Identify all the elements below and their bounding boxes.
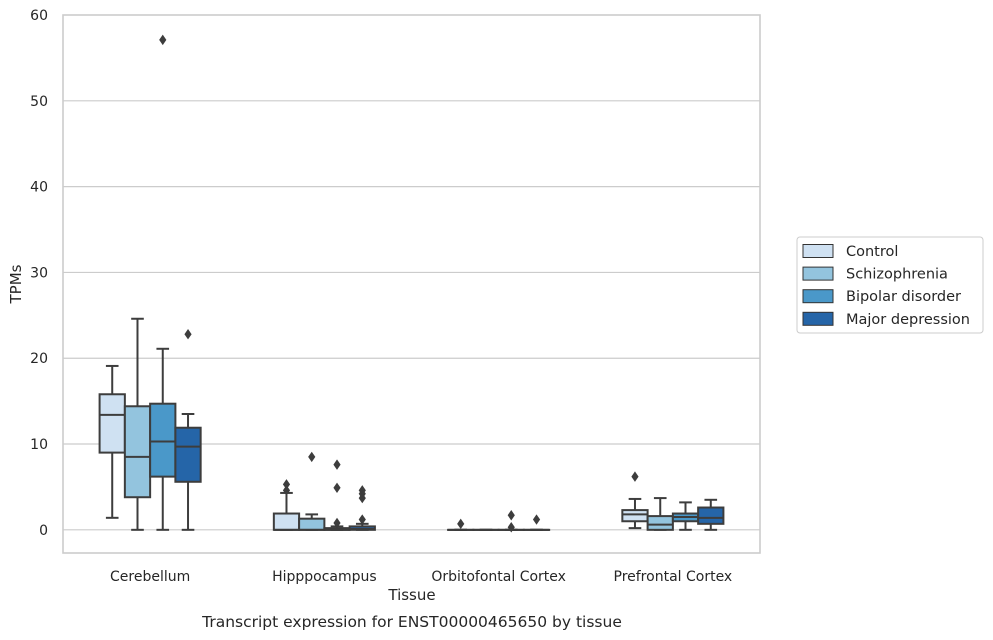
box: [621, 509, 649, 523]
x-axis-title: Tissue: [387, 586, 435, 604]
outlier-point: [333, 517, 341, 529]
y-tick-label: 50: [30, 94, 48, 110]
legend-swatch: [802, 244, 834, 258]
chart-caption: Transcript expression for ENST0000046565…: [201, 613, 622, 631]
outlier-point: [358, 514, 366, 525]
legend-frame: [796, 236, 984, 334]
x-tick-labels: Cerebellum Hipppocampus Orbitofontal Corte…: [110, 569, 732, 585]
y-tick-label: 0: [39, 523, 48, 539]
box-plot: [272, 479, 301, 531]
outlier-point: [159, 34, 167, 46]
box-plots: [98, 34, 725, 533]
y-tick-label: 60: [30, 8, 48, 24]
box-plot: [149, 34, 177, 531]
box: [646, 515, 674, 531]
legend: Control Schizophrenia Bipolar disorder Majo…: [796, 236, 984, 334]
box-plot: [123, 317, 152, 531]
box: [298, 517, 326, 531]
box-plot: [323, 459, 351, 531]
legend-label: Bipolar disorder: [846, 289, 961, 305]
box-plot: [98, 364, 126, 519]
box-plot: [174, 328, 202, 531]
box-plot: [522, 514, 551, 531]
x-tick-label: Hipppocampus: [272, 569, 377, 585]
box: [697, 506, 725, 525]
outlier-point: [184, 328, 192, 340]
y-tick-label: 40: [30, 180, 48, 196]
outlier-point: [358, 492, 366, 504]
outlier-point: [507, 522, 515, 533]
outlier-point: [282, 479, 291, 490]
x-tick-label: Prefrontal Cortex: [614, 569, 733, 585]
outlier-point: [333, 482, 341, 493]
box-plot: [348, 485, 376, 531]
box-plot: [697, 498, 725, 531]
x-tick-label: Orbitofontal Cortex: [431, 569, 566, 585]
box-plot: [447, 518, 475, 531]
outlier-point: [457, 518, 465, 530]
y-tick-label: 20: [30, 351, 48, 367]
outlier-point: [308, 451, 316, 463]
box-plot: [621, 471, 649, 530]
legend-swatch: [802, 289, 834, 304]
box-plot: [497, 510, 525, 533]
legend-label: Major depression: [846, 312, 970, 328]
box: [174, 426, 202, 483]
y-tick-label: 10: [30, 437, 48, 453]
y-tick-labels: 0 10 20 30 40 50 60: [30, 8, 48, 539]
box-plot: [671, 501, 700, 531]
outlier-point: [507, 510, 515, 521]
legend-label: Control: [846, 244, 898, 260]
outlier-point: [333, 459, 341, 470]
box-plot: [298, 451, 326, 531]
outlier-point: [532, 514, 541, 525]
x-tick-label: Cerebellum: [110, 569, 190, 585]
legend-label: Schizophrenia: [846, 267, 948, 283]
legend-swatch: [802, 311, 834, 326]
box: [272, 512, 301, 531]
box: [123, 405, 152, 499]
y-tick-label: 30: [30, 265, 48, 281]
plot-frame: [62, 14, 761, 554]
box-plot: [646, 497, 674, 531]
outlier-point: [631, 471, 639, 482]
box: [98, 393, 126, 454]
outlier-point: [282, 485, 291, 496]
legend-swatch: [802, 266, 834, 281]
y-axis-title: TPMs: [7, 264, 25, 304]
box: [149, 402, 177, 478]
